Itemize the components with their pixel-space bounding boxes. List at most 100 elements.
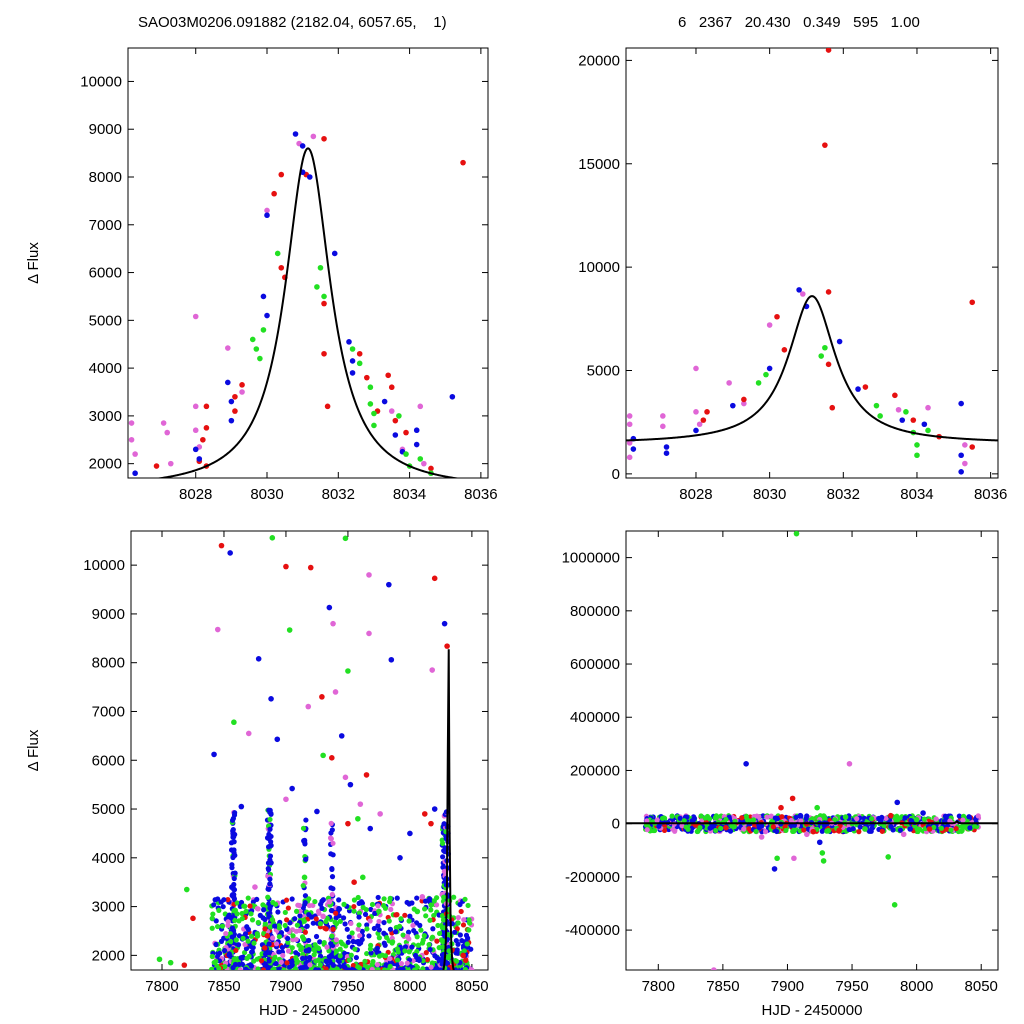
data-point-green (222, 963, 228, 970)
data-point-violet (252, 884, 258, 890)
y-tick-label: 3000 (92, 899, 125, 916)
data-point-red (385, 372, 391, 379)
y-tick-label: 9000 (89, 121, 122, 138)
data-point-blue (416, 956, 422, 962)
data-point-red (264, 933, 271, 939)
data-point-green (251, 940, 257, 946)
data-point-green (818, 353, 825, 359)
data-point-blue (407, 913, 413, 919)
data-point-green (242, 903, 248, 909)
x-tick-label: 8032 (322, 486, 355, 503)
data-point-green (321, 293, 327, 300)
data-point-green (311, 952, 317, 958)
data-point-violet (280, 952, 286, 959)
data-point-green (862, 826, 868, 832)
data-point-violet (854, 816, 860, 822)
data-point-green (301, 936, 307, 942)
data-point-green (439, 913, 446, 919)
data-point-red (723, 824, 729, 831)
data-point-red (200, 436, 206, 443)
data-point-blue (306, 911, 312, 918)
data-point-blue (388, 656, 395, 663)
data-point-green (367, 946, 374, 952)
data-point-green (873, 402, 880, 409)
data-point-green (461, 948, 467, 954)
data-point-violet (644, 827, 650, 833)
data-point-green (713, 827, 719, 834)
data-point-blue (897, 827, 904, 833)
data-point-violet (255, 906, 261, 912)
data-point-red (822, 142, 828, 148)
data-point-blue (211, 751, 217, 758)
data-point-green (462, 966, 468, 970)
data-point-green (723, 816, 729, 823)
data-point-green (209, 953, 215, 960)
data-point-green (417, 456, 424, 462)
data-point-green (301, 874, 308, 881)
data-point-blue (132, 470, 138, 477)
data-point-violet (388, 408, 395, 414)
data-point-green (267, 816, 273, 823)
data-point-violet (305, 703, 312, 710)
data-point-blue (303, 960, 309, 966)
data-point-green (216, 965, 222, 970)
data-point-blue (229, 817, 236, 823)
data-point-violet (167, 460, 174, 467)
data-point-violet (404, 933, 411, 940)
data-point-red (388, 384, 395, 391)
data-point-blue (345, 967, 351, 970)
data-point-violet (410, 922, 416, 929)
data-point-blue (292, 131, 299, 137)
data-point-green (903, 409, 909, 415)
data-point-green (337, 953, 343, 959)
data-point-green (877, 413, 883, 419)
data-point-red (364, 374, 370, 381)
y-tick-label: 7000 (89, 217, 122, 234)
data-point-red (345, 820, 351, 827)
data-point-blue (243, 945, 250, 952)
data-point-blue (368, 950, 374, 956)
data-point-red (704, 409, 710, 415)
data-point-red (321, 300, 327, 307)
data-point-violet (741, 400, 747, 407)
data-point-blue (264, 212, 270, 219)
data-point-blue (382, 942, 388, 948)
x-tick-label: 7800 (642, 978, 675, 995)
data-point-green (285, 939, 291, 945)
data-point-red (825, 361, 832, 368)
data-point-green (819, 850, 826, 856)
data-point-red (356, 350, 363, 357)
plot-frame (625, 47, 999, 479)
data-point-violet (741, 826, 747, 832)
data-point-green (403, 451, 409, 457)
data-point-red (284, 960, 290, 966)
data-point-violet (328, 820, 334, 826)
data-point-blue (329, 866, 335, 872)
model-curve (155, 147, 461, 478)
x-tick-label: 8050 (965, 978, 998, 995)
data-point-violet (388, 906, 394, 912)
data-point-green (396, 923, 403, 929)
data-point-blue (431, 806, 438, 812)
data-point-violet (330, 620, 336, 627)
data-point-blue (693, 427, 699, 434)
data-point-blue (819, 828, 825, 834)
data-point-green (822, 815, 828, 822)
data-point-red (825, 48, 832, 53)
data-point-blue (367, 825, 374, 832)
data-point-green (371, 422, 377, 429)
data-point-violet (310, 133, 317, 140)
y-tick-label: 8000 (92, 655, 125, 672)
data-point-red (225, 897, 231, 903)
data-point-blue (663, 450, 670, 456)
data-point-red (322, 925, 328, 931)
data-point-green (232, 917, 238, 923)
data-point-green (820, 858, 827, 864)
data-point-blue (414, 895, 420, 901)
data-point-violet (469, 967, 475, 970)
data-point-green (431, 912, 437, 919)
data-point-blue (727, 828, 734, 834)
data-point-blue (846, 826, 852, 833)
data-point-green (961, 824, 968, 830)
data-point-blue (894, 799, 901, 806)
